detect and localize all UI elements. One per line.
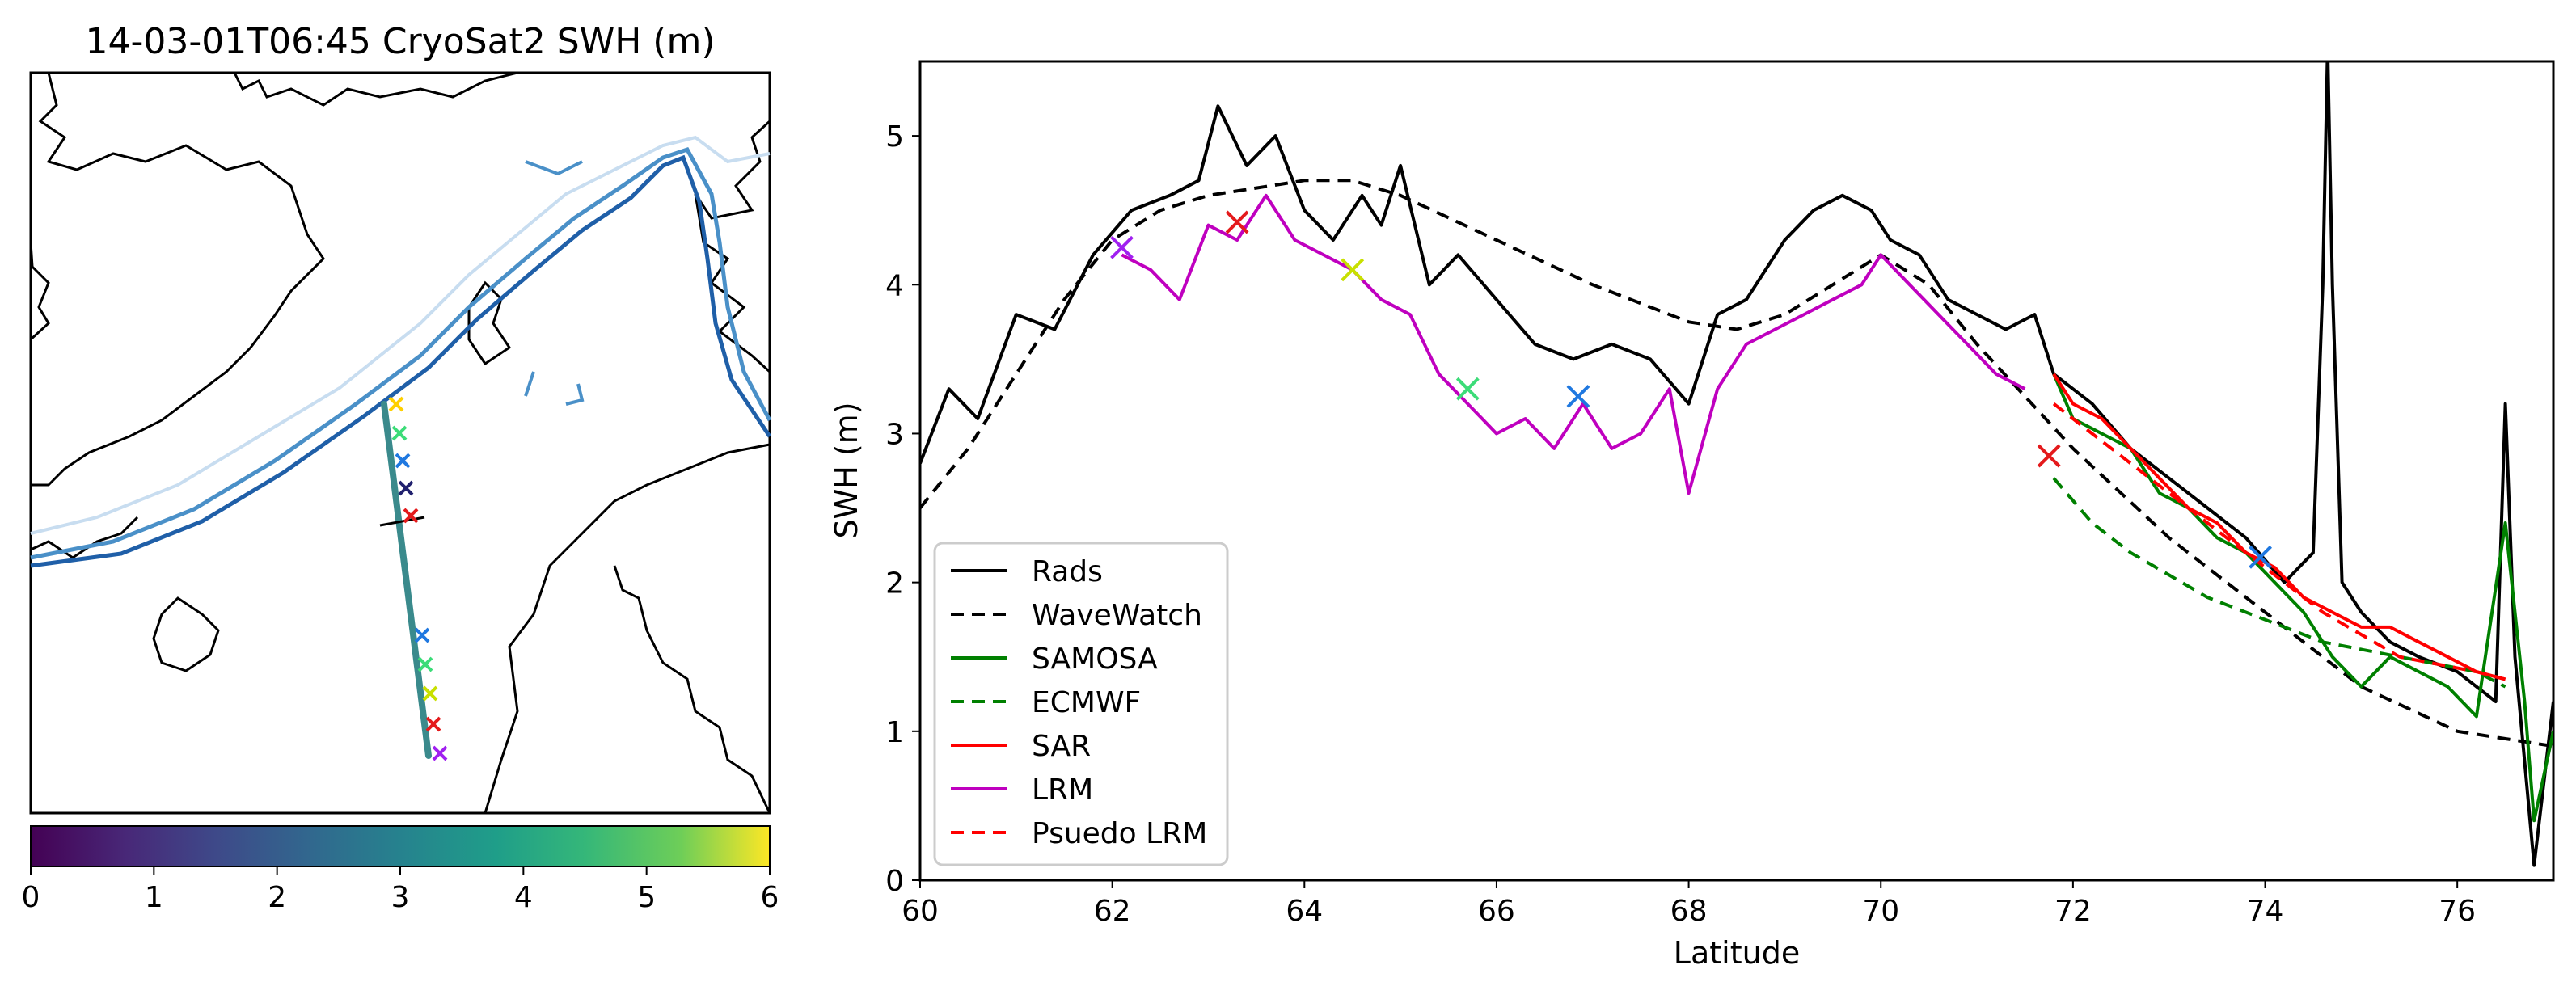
colorbar-tick-label: 6 [761,881,779,914]
map-marker-9 [425,716,441,732]
y-axis: 0 1 2 3 4 5 [885,120,920,898]
map-marker-8 [422,685,438,702]
coastline-bottom-left [30,516,139,559]
plot-area [918,60,2555,882]
x-tick-label: 74 [2247,895,2284,928]
x-tick-label: 66 [1478,895,1515,928]
colorbar-tick-label: 5 [637,881,656,914]
legend-label: LRM [1032,773,1093,807]
series-samosa [2052,373,2553,823]
map-marker-5 [403,508,419,524]
contour-light [30,135,771,535]
contour-mid [30,146,772,560]
map-marker-3 [395,453,411,469]
map-marker-7 [417,656,433,672]
track-section-line [379,516,425,527]
chart-marker [1566,384,1590,408]
legend-box [933,542,1229,866]
colorbar-tick-label: 4 [514,881,533,914]
map-marker-6 [414,627,430,643]
coastline-north [233,71,518,107]
x-tick-label: 62 [1094,895,1131,928]
y-tick-label: 1 [885,716,904,749]
chart-marker [1110,235,1134,259]
map-marker-2 [391,425,408,441]
contour-dark [30,154,772,568]
satellite-track [381,401,432,759]
series-psuedo-lrm [2052,402,2506,681]
colorbar-ticks: 0 1 2 3 4 5 6 [22,866,779,914]
x-tick-label: 76 [2439,895,2476,928]
chart-marker [1225,210,1249,234]
map-marker-1 [388,396,404,412]
legend-label: SAR [1032,730,1091,763]
legend-label: WaveWatch [1032,599,1202,632]
coastline-greenland [29,72,325,487]
y-tick-label: 3 [885,418,904,451]
x-tick-label: 68 [1670,895,1708,928]
series-layer [920,61,2553,867]
y-tick-label: 4 [885,269,904,302]
colorbar-tick-label: 2 [268,881,286,914]
legend-label: Psuedo LRM [1032,817,1207,850]
chart-marker [2249,545,2273,569]
legend: Rads WaveWatch SAMOSA ECMWF SAR LRM Psuedo LRM [933,542,1229,866]
map-title: 14-03-01T06:45 CryoSat2 SWH (m) [86,21,716,62]
x-tick-label: 72 [2054,895,2092,928]
x-tick-label: 60 [902,895,939,928]
map-frame [29,71,772,815]
x-tick-label: 64 [1286,895,1323,928]
legend-label: SAMOSA [1032,643,1158,676]
x-axis-label: Latitude [1674,935,1800,971]
map-marker-10 [432,745,448,761]
coastline-island-svalbard [467,280,512,366]
coastline-east [694,120,771,373]
contour-fragment [524,160,585,406]
series-lrm [1121,193,2026,495]
swh-chart: 60 62 64 66 68 70 72 74 76 0 1 2 3 4 5 Latitude SWH (… [829,60,2555,971]
colorbar-tick-label: 3 [391,881,410,914]
chart-marker [2037,444,2061,468]
colorbar [30,825,771,867]
series-wavewatch [920,179,2553,748]
coastline-scandinavia [484,443,771,814]
map-marker-4 [398,480,414,496]
legend-label: Rads [1032,555,1103,588]
coastline-island-small [152,596,220,672]
chart-marker [1455,377,1480,401]
series-ecmwf [2052,477,2506,689]
y-axis-label: SWH (m) [829,402,864,538]
y-tick-label: 5 [885,120,904,154]
chart-marker [1341,258,1365,282]
series-sar [2052,373,2506,681]
colorbar-tick-label: 0 [22,881,40,914]
y-tick-label: 0 [885,865,904,898]
y-tick-label: 2 [885,567,904,601]
x-axis: 60 62 64 66 68 70 72 74 76 [902,880,2476,928]
series-rads [920,61,2553,867]
x-tick-label: 70 [1862,895,1899,928]
legend-items: Rads WaveWatch SAMOSA ECMWF SAR LRM Psuedo LRM [951,555,1207,850]
marker-layer [1110,210,2273,569]
colorbar-tick-label: 1 [145,881,163,914]
legend-label: ECMWF [1032,686,1141,719]
